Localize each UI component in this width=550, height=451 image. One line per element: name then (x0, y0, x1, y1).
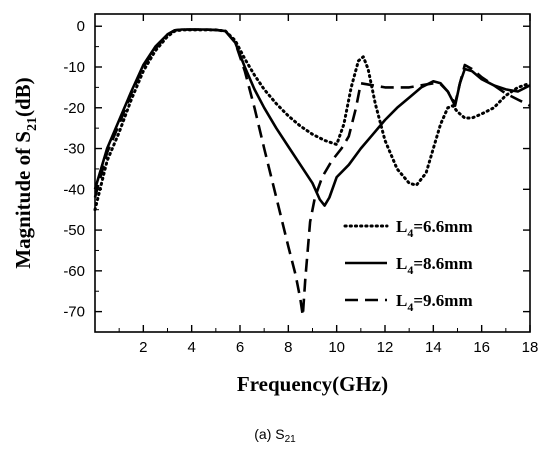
y-tick-label: -20 (63, 100, 85, 117)
y-tick-label: -70 (63, 304, 85, 321)
x-tick-label: 2 (139, 339, 147, 356)
x-tick-label: 12 (377, 339, 394, 356)
x-tick-label: 16 (473, 339, 490, 356)
legend-label-1: L4=6.6mm (396, 217, 473, 240)
x-tick-label: 10 (328, 339, 345, 356)
axes: 2 4 6 8 10 12 14 16 18 0 -10 -20 -30 -40 -50 -60 -70 (63, 14, 538, 356)
series-lines (93, 28, 532, 317)
x-tick-label: 14 (425, 339, 442, 356)
figure-caption: (a) S21 (254, 426, 296, 445)
y-tick-label: -60 (63, 263, 85, 280)
x-axis-title: Frequency(GHz) (237, 372, 388, 396)
legend-label-3: L4=9.6mm (396, 291, 473, 314)
x-tick-label: 6 (236, 339, 244, 356)
series-line-3 (93, 28, 531, 317)
plot-frame (94, 13, 531, 333)
x-tick-label: 8 (284, 339, 292, 356)
y-tick-label: -40 (63, 181, 85, 198)
x-tick-label: 18 (522, 339, 539, 356)
y-tick-label: -10 (63, 59, 85, 76)
x-tick-label: 4 (187, 339, 195, 356)
y-tick-label: 0 (77, 18, 85, 35)
plot-area (94, 13, 531, 333)
y-tick-label: -50 (63, 222, 85, 239)
y-axis-title: Magnitude of S21(dB) (11, 77, 40, 268)
y-tick-label: -30 (63, 141, 85, 158)
legend: L4=6.6mm L4=8.6mm L4=9.6mm (343, 217, 473, 314)
legend-label-2: L4=8.6mm (396, 254, 473, 277)
